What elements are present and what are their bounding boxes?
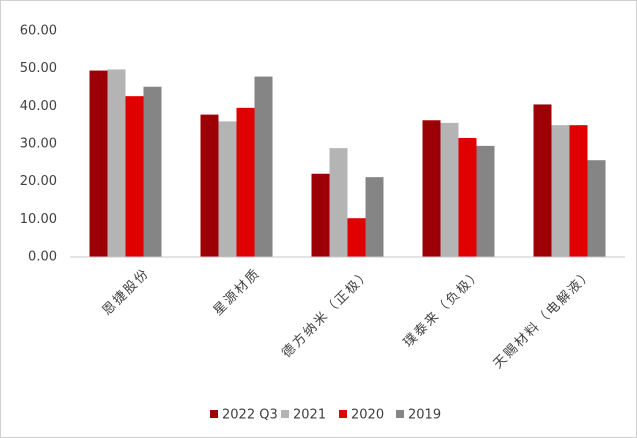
bar [254, 76, 273, 258]
legend-swatch [210, 410, 218, 418]
bar [551, 125, 570, 258]
bar [569, 125, 588, 258]
legend-label: 2019 [408, 408, 441, 423]
bar [89, 70, 108, 257]
y-tick-label: 0.00 [28, 250, 57, 265]
legend-label: 2021 [293, 408, 326, 423]
bar [347, 218, 366, 257]
bar [218, 121, 237, 258]
bar [236, 107, 255, 257]
bar [458, 137, 477, 257]
bar [143, 86, 162, 257]
legend-label: 2022 Q3 [222, 408, 278, 423]
bar [476, 145, 495, 257]
legend-label: 2020 [351, 408, 384, 423]
bar [200, 114, 219, 258]
bar [422, 120, 441, 258]
legend-swatch [339, 410, 347, 418]
bar [365, 177, 384, 257]
bar [440, 122, 459, 257]
bar [125, 96, 144, 257]
bar [311, 173, 330, 257]
y-tick-label: 20.00 [20, 174, 57, 189]
bar [533, 104, 552, 257]
bar [587, 160, 606, 257]
legend-swatch [396, 410, 404, 418]
y-tick-label: 60.00 [20, 24, 57, 39]
y-tick-label: 10.00 [20, 212, 57, 227]
legend-swatch [281, 410, 289, 418]
y-tick-label: 30.00 [20, 137, 57, 152]
y-tick-label: 50.00 [20, 61, 57, 76]
bar [107, 69, 126, 257]
y-tick-label: 40.00 [20, 99, 57, 114]
bar [329, 148, 348, 257]
